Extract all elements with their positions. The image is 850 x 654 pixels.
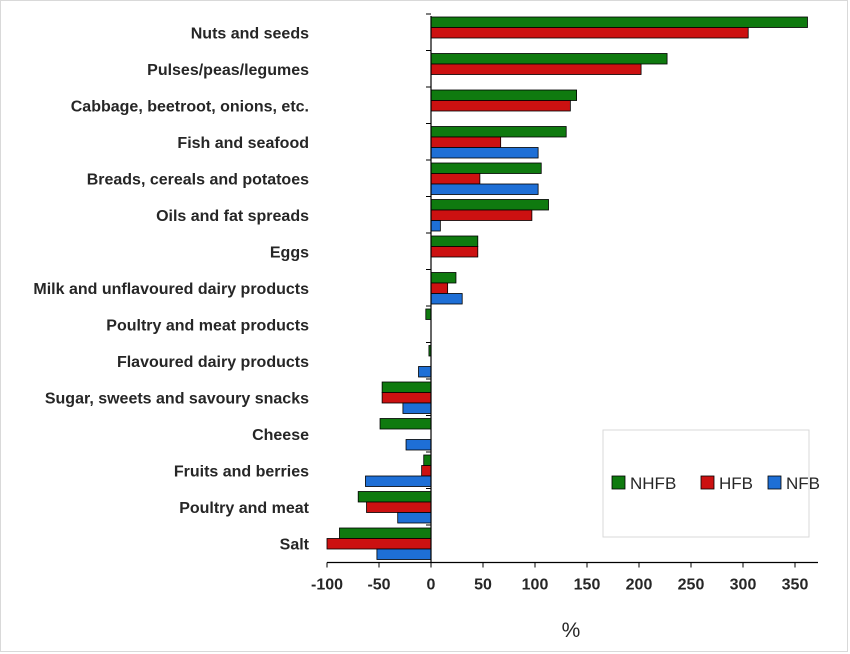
category-label-poultry-and-meat-products: Poultry and meat products [106,317,309,334]
bar-nfb-cheese [405,439,432,451]
bar-nhfb-breads-cereals-and-potatoes [430,162,542,174]
x-tick-label-50: -50 [367,577,390,594]
x-tick-labels: -100 -50 0 50 100 150 200 250 300 350 [311,577,808,594]
bar-nhfb-eggs [430,235,479,247]
x-axis-label: % [562,619,581,642]
x-tick-label-100: 100 [522,577,549,594]
bar-nfb-poultry-and-meat [397,512,432,524]
bar-hfb-fruits-and-berries [421,465,432,477]
bar-hfb-salt [326,538,432,550]
category-label-salt: Salt [280,536,310,553]
bar-hfb-sugar-sweets-and-savoury-snacks [381,392,432,404]
bar-nhfb-poultry-and-meat [357,491,432,503]
x-tick-label-300: 300 [730,577,757,594]
bar-nfb-sugar-sweets-and-savoury-snacks [402,402,432,414]
bar-nhfb-sugar-sweets-and-savoury-snacks [381,381,432,393]
bar-hfb-oils-and-fat-spreads [430,209,533,221]
bar-hfb-eggs [430,246,479,258]
bar-nfb-breads-cereals-and-potatoes [430,183,539,195]
legend-label-nhfb: NHFB [630,474,676,493]
bar-nhfb-salt [339,527,432,539]
x-tick-label-150: 150 [574,577,601,594]
bar-nhfb-poultry-and-meat-products [425,308,432,320]
bar-hfb-nuts-and-seeds [430,27,749,39]
category-label-poultry-and-meat: Poultry and meat [179,500,309,517]
axes-group [326,13,818,568]
bar-nfb-fish-and-seafood [430,147,539,159]
x-tick-label-50: 50 [474,577,492,594]
legend-swatch-nfb [767,475,782,490]
legend-label-hfb: HFB [719,474,753,493]
legend-swatch-nhfb [611,475,626,490]
bar-hfb-breads-cereals-and-potatoes [430,173,481,185]
bar-nhfb-fruits-and-berries [423,454,432,466]
bar-nfb-oils-and-fat-spreads [430,220,441,232]
bar-nhfb-pulses-peas-legumes [430,53,668,65]
bar-hfb-poultry-and-meat [366,501,432,513]
bar-hfb-fish-and-seafood [430,136,502,148]
bar-nhfb-nuts-and-seeds [430,16,808,28]
bar-hfb-pulses-peas-legumes [430,63,642,75]
bar-nfb-flavoured-dairy-products [418,366,432,378]
x-tick-label-100: -100 [311,577,343,594]
bar-nfb-milk-and-unflavoured-dairy-products [430,293,463,305]
legend-label-nfb: NFB [786,474,820,493]
category-label-oils-and-fat-spreads: Oils and fat spreads [156,208,309,225]
bar-nfb-salt [376,548,432,560]
bar-nhfb-cheese [379,418,432,430]
bar-nfb-fruits-and-berries [365,475,432,487]
bar-nhfb-fish-and-seafood [430,126,567,138]
x-tick-label-350: 350 [782,577,809,594]
category-labels: Nuts and seeds Pulses/peas/legumes Cabbage… [33,25,309,553]
x-tick-label-0: 0 [427,577,436,594]
category-label-pulses-peas-legumes: Pulses/peas/legumes [147,62,309,79]
category-label-eggs: Eggs [270,244,309,261]
bar-hfb-milk-and-unflavoured-dairy-products [430,282,449,294]
bar-nhfb-milk-and-unflavoured-dairy-products [430,272,457,284]
bars-group [326,16,808,560]
category-label-nuts-and-seeds: Nuts and seeds [191,25,309,42]
category-label-flavoured-dairy-products: Flavoured dairy products [117,354,309,371]
bar-nhfb-cabbage-beetroot-onions-etc [430,89,578,101]
bar-hfb-cabbage-beetroot-onions-etc [430,100,571,112]
x-tick-label-250: 250 [678,577,705,594]
category-label-fish-and-seafood: Fish and seafood [177,135,309,152]
category-label-cheese: Cheese [252,427,309,444]
legend: NHFB HFB NFB [602,429,820,538]
category-label-cabbage-beetroot-onions-etc: Cabbage, beetroot, onions, etc. [71,98,309,115]
category-label-milk-and-unflavoured-dairy-products: Milk and unflavoured dairy products [33,281,309,298]
category-label-sugar-sweets-and-savoury-snacks: Sugar, sweets and savoury snacks [45,390,309,407]
category-label-breads-cereals-and-potatoes: Breads, cereals and potatoes [87,171,309,188]
x-tick-label-200: 200 [626,577,653,594]
category-label-fruits-and-berries: Fruits and berries [174,463,309,480]
bar-nhfb-oils-and-fat-spreads [430,199,549,211]
legend-swatch-hfb [700,475,715,490]
